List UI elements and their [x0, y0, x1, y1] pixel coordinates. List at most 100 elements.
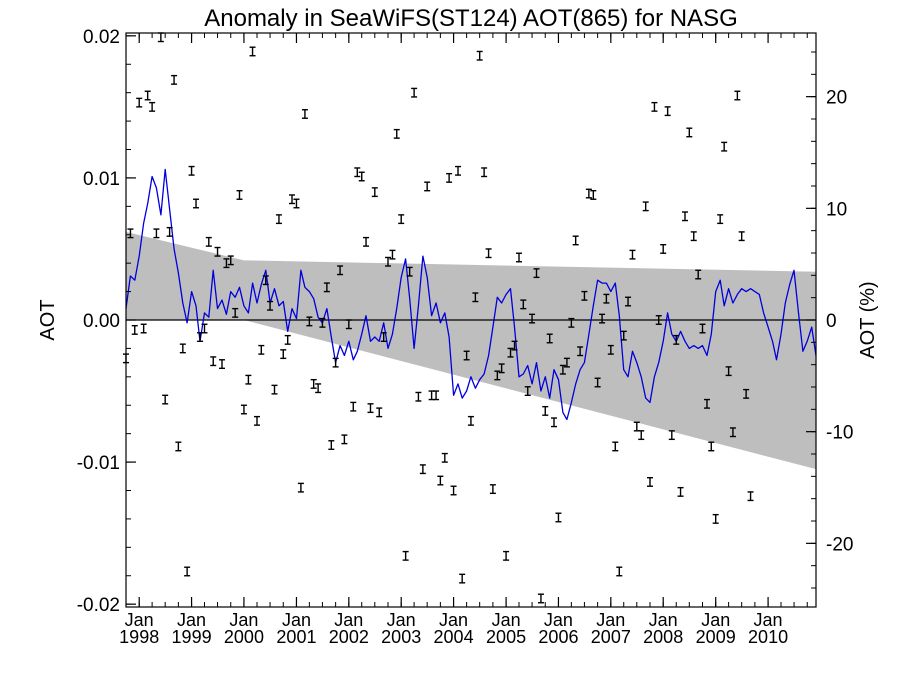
data-point	[310, 378, 317, 389]
data-point	[725, 366, 732, 377]
data-point	[638, 430, 645, 441]
y-tick-label-left: 0.02	[83, 27, 120, 48]
data-point	[140, 323, 147, 334]
data-point	[175, 441, 182, 452]
data-point	[179, 343, 186, 354]
y-tick-label-left: 0.01	[83, 169, 120, 190]
data-point	[503, 550, 510, 561]
data-point	[551, 417, 558, 428]
x-tick-label-month: Jan	[492, 610, 521, 630]
data-point	[411, 87, 418, 98]
data-point	[585, 188, 592, 199]
data-point	[747, 491, 754, 502]
data-point	[546, 333, 553, 344]
data-point	[594, 377, 601, 388]
x-tick-label-year: 2003	[381, 627, 421, 647]
data-point	[642, 201, 649, 212]
data-point	[463, 350, 470, 361]
data-point	[708, 441, 715, 452]
data-point	[127, 228, 134, 239]
data-point	[332, 357, 339, 368]
data-point	[293, 198, 300, 209]
data-point	[590, 190, 597, 200]
data-point	[402, 550, 409, 561]
plot-area: 0.020.010.00-0.01-0.0220100-10-20Jan1998…	[77, 27, 854, 647]
data-point	[249, 46, 256, 57]
x-tick-label-month: Jan	[387, 610, 416, 630]
data-point	[363, 236, 370, 247]
data-point	[599, 313, 606, 324]
data-point	[446, 172, 453, 183]
data-point	[507, 347, 514, 358]
data-point	[537, 593, 544, 604]
data-point	[301, 109, 308, 119]
data-point	[315, 383, 322, 394]
data-point	[162, 394, 169, 405]
x-tick-label-month: Jan	[439, 610, 468, 630]
data-point	[258, 344, 265, 355]
x-tick-label-month: Jan	[282, 610, 311, 630]
x-tick-label-month: Jan	[334, 610, 363, 630]
data-point	[577, 346, 584, 357]
data-point	[559, 364, 566, 375]
data-point	[354, 167, 361, 178]
x-tick-label-year: 2007	[591, 627, 631, 647]
data-point	[193, 198, 200, 209]
data-point	[555, 512, 562, 523]
data-point	[380, 332, 387, 343]
data-point	[620, 330, 627, 341]
x-tick-label-year: 2008	[643, 627, 683, 647]
data-point	[166, 226, 173, 237]
data-point	[515, 252, 522, 263]
y-tick-label-right: -20	[826, 534, 853, 555]
data-point	[210, 356, 217, 367]
data-point	[651, 101, 658, 112]
data-point	[612, 441, 619, 452]
x-tick-label-month: Jan	[229, 610, 258, 630]
y-tick-label-right: 0	[826, 311, 837, 332]
data-point	[306, 316, 313, 327]
data-point	[428, 390, 435, 401]
data-point	[494, 370, 501, 381]
x-tick-label-year: 2010	[748, 627, 788, 647]
y-tick-label-right: 10	[826, 199, 847, 220]
data-point	[223, 258, 230, 269]
data-point	[729, 427, 736, 438]
data-point	[664, 106, 671, 117]
data-point	[262, 275, 269, 286]
data-point	[280, 349, 287, 360]
data-point	[703, 398, 710, 409]
anomaly-line	[125, 168, 817, 421]
data-point	[393, 128, 400, 139]
data-point	[690, 231, 697, 242]
x-tick-label-year: 2006	[538, 627, 578, 647]
x-tick-label-month: Jan	[544, 610, 573, 630]
data-point	[712, 513, 719, 524]
data-point	[253, 415, 260, 426]
data-point	[367, 403, 374, 414]
data-point	[371, 187, 378, 198]
data-point	[529, 313, 536, 324]
data-point	[616, 566, 623, 577]
x-tick-label-month: Jan	[649, 610, 678, 630]
y-tick-label-right: -10	[826, 423, 853, 444]
y-tick-label-right: 20	[826, 88, 847, 109]
data-point	[734, 90, 741, 101]
data-point	[633, 421, 640, 432]
data-point	[743, 388, 750, 399]
data-point	[699, 323, 706, 334]
data-point	[498, 363, 505, 374]
data-point	[668, 430, 675, 441]
y-tick-label-left: -0.02	[77, 595, 120, 616]
data-point	[542, 405, 549, 416]
data-point	[563, 357, 570, 368]
data-point	[214, 246, 221, 257]
y-axis-label-right: AOT (%)	[857, 281, 879, 358]
data-point	[406, 266, 413, 277]
data-point	[533, 268, 540, 279]
data-point	[673, 334, 680, 345]
data-point	[441, 452, 448, 463]
x-tick-label-year: 1999	[172, 627, 212, 647]
data-point	[717, 214, 724, 225]
